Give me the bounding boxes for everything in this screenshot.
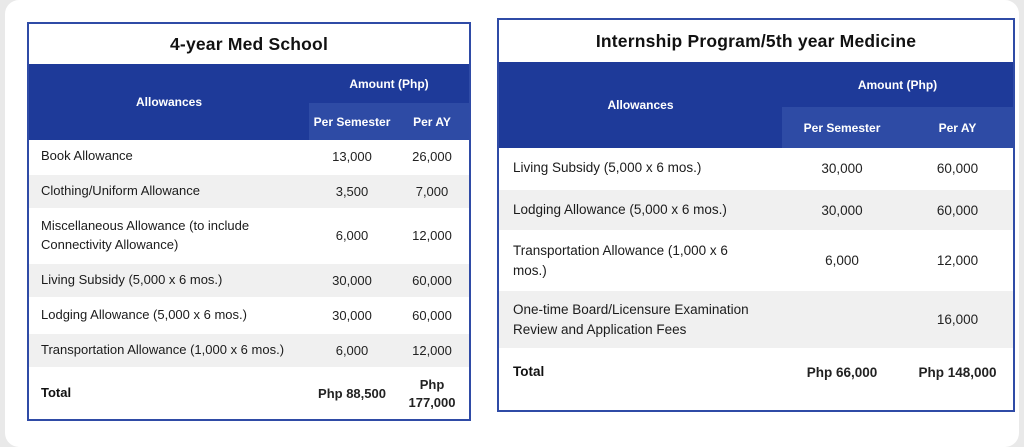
row-label: Book Allowance <box>41 148 133 164</box>
table-row: Lodging Allowance (5,000 x 6 mos.) 30,000… <box>499 188 1013 230</box>
header-amount-php: Amount (Php) <box>857 77 938 92</box>
page-card: 4-year Med School Allowances Amount (Php… <box>5 0 1019 447</box>
total-label: Total <box>513 364 545 380</box>
total-per-ay-value: Php 177,000 <box>408 376 456 410</box>
row-per-ay: 60,000 <box>412 307 452 323</box>
row-per-ay: 12,000 <box>412 228 452 244</box>
row-label: Lodging Allowance (5,000 x 6 mos.) <box>513 202 727 218</box>
header-allowances: Allowances <box>135 95 203 109</box>
header-per-ay: Per AY <box>395 103 469 140</box>
row-per-semester <box>782 291 902 348</box>
total-per-ay: Php 148,000 <box>918 364 997 380</box>
header-per-semester: Per Semester <box>782 107 902 148</box>
total-row: Total Php 88,500 Php 177,000 <box>29 366 469 419</box>
med-school-table: 4-year Med School Allowances Amount (Php… <box>27 22 471 421</box>
row-label: One-time Board/Licensure Examination Rev… <box>513 302 749 337</box>
row-per-semester: 3,500 <box>335 184 369 199</box>
row-per-semester: 30,000 <box>821 202 863 218</box>
row-per-semester: 30,000 <box>821 160 863 176</box>
table-title: Internship Program/5th year Medicine <box>499 20 1013 62</box>
row-per-ay: 7,000 <box>415 184 449 199</box>
row-label: Lodging Allowance (5,000 x 6 mos.) <box>41 306 247 322</box>
table-row: Clothing/Uniform Allowance 3,500 7,000 <box>29 173 469 208</box>
row-label: Clothing/Uniform Allowance <box>41 183 200 199</box>
row-label: Living Subsidy (5,000 x 6 mos.) <box>513 160 702 176</box>
table-header: Allowances Amount (Php) Per Semester Per… <box>499 62 1013 148</box>
row-per-semester: 30,000 <box>332 307 372 323</box>
row-per-ay: 60,000 <box>936 202 979 218</box>
row-per-semester: 13,000 <box>332 149 372 164</box>
row-label: Transportation Allowance (1,000 x 6 mos.… <box>513 243 728 278</box>
total-label: Total <box>41 385 72 401</box>
header-per-ay: Per AY <box>902 107 1013 148</box>
total-per-semester: Php 66,000 <box>806 364 878 380</box>
table-row: Living Subsidy (5,000 x 6 mos.) 30,000 60,… <box>29 261 469 297</box>
internship-table: Internship Program/5th year Medicine All… <box>497 18 1015 412</box>
total-row: Total Php 66,000 Php 148,000 <box>499 348 1013 395</box>
row-per-ay: 60,000 <box>936 160 979 176</box>
row-per-semester: 6,000 <box>335 342 369 358</box>
table-row: One-time Board/Licensure Examination Rev… <box>499 289 1013 349</box>
table-body: Living Subsidy (5,000 x 6 mos.) 30,000 60,… <box>499 148 1013 349</box>
table-row: Book Allowance 13,000 26,000 <box>29 140 469 173</box>
row-label: Transportation Allowance (1,000 x 6 mos.… <box>41 341 285 357</box>
row-label: Miscellaneous Allowance (to include Conn… <box>41 218 250 252</box>
table-header: Allowances Amount (Php) Per Semester Per… <box>29 64 469 140</box>
table-row: Transportation Allowance (1,000 x 6 mos.… <box>499 230 1013 289</box>
row-per-semester: 30,000 <box>332 272 372 288</box>
row-label: Living Subsidy (5,000 x 6 mos.) <box>41 271 223 287</box>
table-row: Living Subsidy (5,000 x 6 mos.) 30,000 60,… <box>499 148 1013 188</box>
table-body: Book Allowance 13,000 26,000 Clothing/Unifo… <box>29 140 469 367</box>
row-per-ay: 12,000 <box>936 253 979 269</box>
table-row: Lodging Allowance (5,000 x 6 mos.) 30,000… <box>29 296 469 332</box>
table-row: Miscellaneous Allowance (to include Conn… <box>29 208 469 262</box>
row-per-semester: 6,000 <box>335 228 369 244</box>
header-allowances: Allowances <box>607 98 674 112</box>
row-per-ay: 60,000 <box>412 272 452 288</box>
header-amount-php: Amount (Php) <box>349 76 429 91</box>
table-title: 4-year Med School <box>29 24 469 64</box>
total-per-ay: Php 177,000 <box>395 369 469 419</box>
row-per-semester: 6,000 <box>825 253 859 269</box>
table-row: Transportation Allowance (1,000 x 6 mos.… <box>29 331 469 367</box>
row-per-ay: 26,000 <box>412 149 452 164</box>
total-per-semester: Php 88,500 <box>318 386 386 402</box>
header-per-semester: Per Semester <box>309 103 395 140</box>
row-per-ay: 12,000 <box>412 342 452 358</box>
row-per-ay: 16,000 <box>936 312 979 328</box>
